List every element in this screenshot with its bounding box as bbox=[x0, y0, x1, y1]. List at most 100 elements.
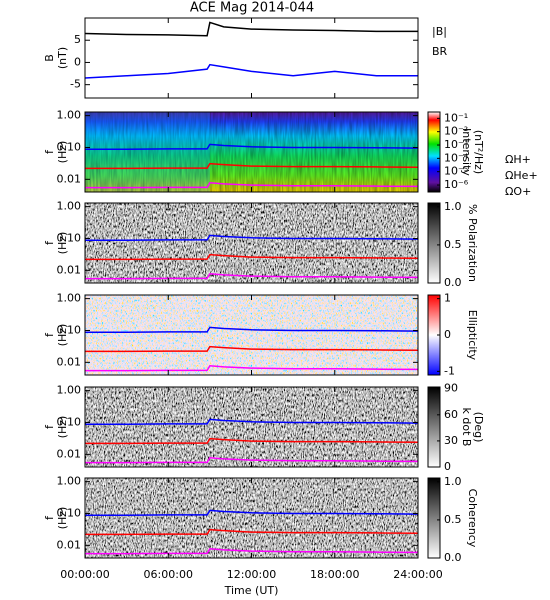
panel-frame bbox=[84, 386, 419, 468]
gyrofrequency-line bbox=[85, 364, 419, 372]
legend-entry: ΩH+ bbox=[505, 153, 531, 166]
figure-title: ACE Mag 2014-044 bbox=[190, 1, 314, 16]
colorbar-tick-label: 10⁻⁶ bbox=[444, 178, 469, 191]
colorbar-tick-label: 10⁻¹ bbox=[444, 111, 468, 124]
panel-frame bbox=[84, 477, 419, 559]
y-axis-label: f bbox=[43, 332, 56, 337]
y-axis-label: (Hz) bbox=[56, 416, 69, 439]
y-axis-label: (Hz) bbox=[56, 324, 69, 347]
colorbar-tick-label: 0.0 bbox=[444, 551, 462, 564]
y-axis-label: B bbox=[43, 54, 56, 62]
y-tick-label: -5 bbox=[70, 78, 81, 91]
colorbar-tick-label: 0 bbox=[444, 328, 451, 341]
gyrofrequency-line bbox=[85, 345, 419, 353]
colorbar-tick-label: 0.5 bbox=[444, 513, 462, 526]
spectrogram-texture bbox=[85, 112, 418, 192]
line bbox=[84, 21, 418, 37]
gyrofrequency-line bbox=[85, 162, 419, 170]
colorbar-tick-label: 90 bbox=[444, 382, 458, 395]
y-tick-label: 0.01 bbox=[57, 538, 82, 551]
panel-frame bbox=[84, 202, 419, 284]
y-axis-label: (Hz) bbox=[56, 141, 69, 164]
y-tick-label: 0.10 bbox=[57, 231, 82, 244]
panel-frame bbox=[84, 294, 419, 376]
y-axis-label: f bbox=[43, 424, 56, 429]
colorbar-tick-label: 10⁻⁵ bbox=[444, 165, 468, 178]
y-tick-label: 0.10 bbox=[57, 140, 82, 153]
y-axis-label: (Hz) bbox=[56, 232, 69, 255]
y-tick-label: 0.10 bbox=[57, 415, 82, 428]
gyrofrequency-line bbox=[85, 437, 419, 445]
x-axis-label: Time (UT) bbox=[224, 584, 279, 597]
x-tick-label: 24:00:00 bbox=[393, 568, 442, 581]
y-tick-label: 1.00 bbox=[57, 109, 82, 122]
colorbar-label: Coherency bbox=[466, 489, 479, 548]
y-tick-label: 0.10 bbox=[57, 323, 82, 336]
y-tick-label: 0.01 bbox=[57, 447, 82, 460]
colorbar-tick-label: 10⁻² bbox=[444, 125, 468, 138]
x-tick-label: 18:00:00 bbox=[310, 568, 359, 581]
gyrofrequency-line bbox=[85, 528, 419, 536]
y-axis-label: (nT) bbox=[56, 47, 69, 69]
legend-entry: ΩO+ bbox=[505, 185, 531, 198]
spectrogram bbox=[85, 295, 418, 375]
colorbar-tick-label: 0.0 bbox=[444, 276, 462, 289]
y-tick-label: 0.01 bbox=[57, 355, 82, 368]
colorbar bbox=[427, 477, 441, 559]
y-axis-label: f bbox=[43, 240, 56, 245]
spectrogram bbox=[85, 387, 418, 467]
colorbar-tick-label: 60 bbox=[444, 408, 458, 421]
colorbar-tick-label: -1 bbox=[444, 364, 455, 377]
y-tick-label: 0.10 bbox=[57, 506, 82, 519]
y-axis-label: f bbox=[43, 515, 56, 520]
pre-event-band bbox=[85, 112, 210, 192]
legend-entry: |B| bbox=[432, 25, 447, 38]
spectrogram bbox=[85, 203, 418, 283]
colorbar bbox=[427, 111, 441, 193]
spectrogram bbox=[85, 478, 418, 558]
colorbar-tick-label: 1.0 bbox=[444, 475, 462, 488]
gyrofrequency-line bbox=[85, 547, 419, 555]
x-tick-label: 12:00:00 bbox=[227, 568, 276, 581]
y-tick-label: 0.01 bbox=[57, 263, 82, 276]
colorbar-label: (nT²/Hz) bbox=[472, 130, 485, 174]
gyrofrequency-line bbox=[85, 253, 419, 261]
y-axis-label: f bbox=[43, 149, 56, 154]
panel-frame bbox=[84, 111, 419, 193]
colorbar bbox=[427, 386, 441, 468]
y-tick-label: 1.00 bbox=[57, 384, 82, 397]
y-tick-label: 1.00 bbox=[57, 475, 82, 488]
gyrofrequency-line bbox=[85, 509, 419, 516]
y-tick-label: 5 bbox=[74, 33, 81, 46]
colorbar-label: % Polarization bbox=[466, 204, 479, 282]
colorbar-tick-label: 0 bbox=[444, 460, 451, 473]
gyrofrequency-line bbox=[85, 456, 419, 464]
x-tick-label: 06:00:00 bbox=[144, 568, 193, 581]
panel-frame bbox=[84, 17, 419, 99]
y-tick-label: 1.00 bbox=[57, 200, 82, 213]
legend-entry: BR bbox=[432, 45, 448, 58]
x-tick-label: 00:00:00 bbox=[60, 568, 109, 581]
colorbar-tick-label: 1 bbox=[444, 292, 451, 305]
colorbar-label: (Deg) bbox=[472, 412, 485, 443]
y-axis-label: (Hz) bbox=[56, 507, 69, 530]
colorbar-tick-label: 10⁻³ bbox=[444, 138, 468, 151]
colorbar-tick-label: 1.0 bbox=[444, 200, 462, 213]
y-tick-label: 0.01 bbox=[57, 172, 82, 185]
colorbar-tick-label: 10⁻⁴ bbox=[444, 151, 469, 164]
colorbar-label: Ellipticity bbox=[466, 310, 479, 361]
y-tick-label: 0 bbox=[74, 55, 81, 68]
y-tick-label: 1.00 bbox=[57, 292, 82, 305]
colorbar-tick-label: 0.5 bbox=[444, 238, 462, 251]
gyrofrequency-line bbox=[85, 143, 419, 150]
colorbar-tick-label: 30 bbox=[444, 434, 458, 447]
colorbar-label: k dot B bbox=[460, 408, 473, 447]
gyrofrequency-line bbox=[85, 234, 419, 241]
gyrofrequency-line bbox=[85, 181, 419, 189]
gyrofrequency-line bbox=[85, 418, 419, 425]
legend-entry: ΩHe+ bbox=[505, 169, 538, 182]
gyrofrequency-line bbox=[85, 272, 419, 280]
line bbox=[84, 63, 418, 79]
colorbar-label: Intensity bbox=[460, 128, 473, 176]
